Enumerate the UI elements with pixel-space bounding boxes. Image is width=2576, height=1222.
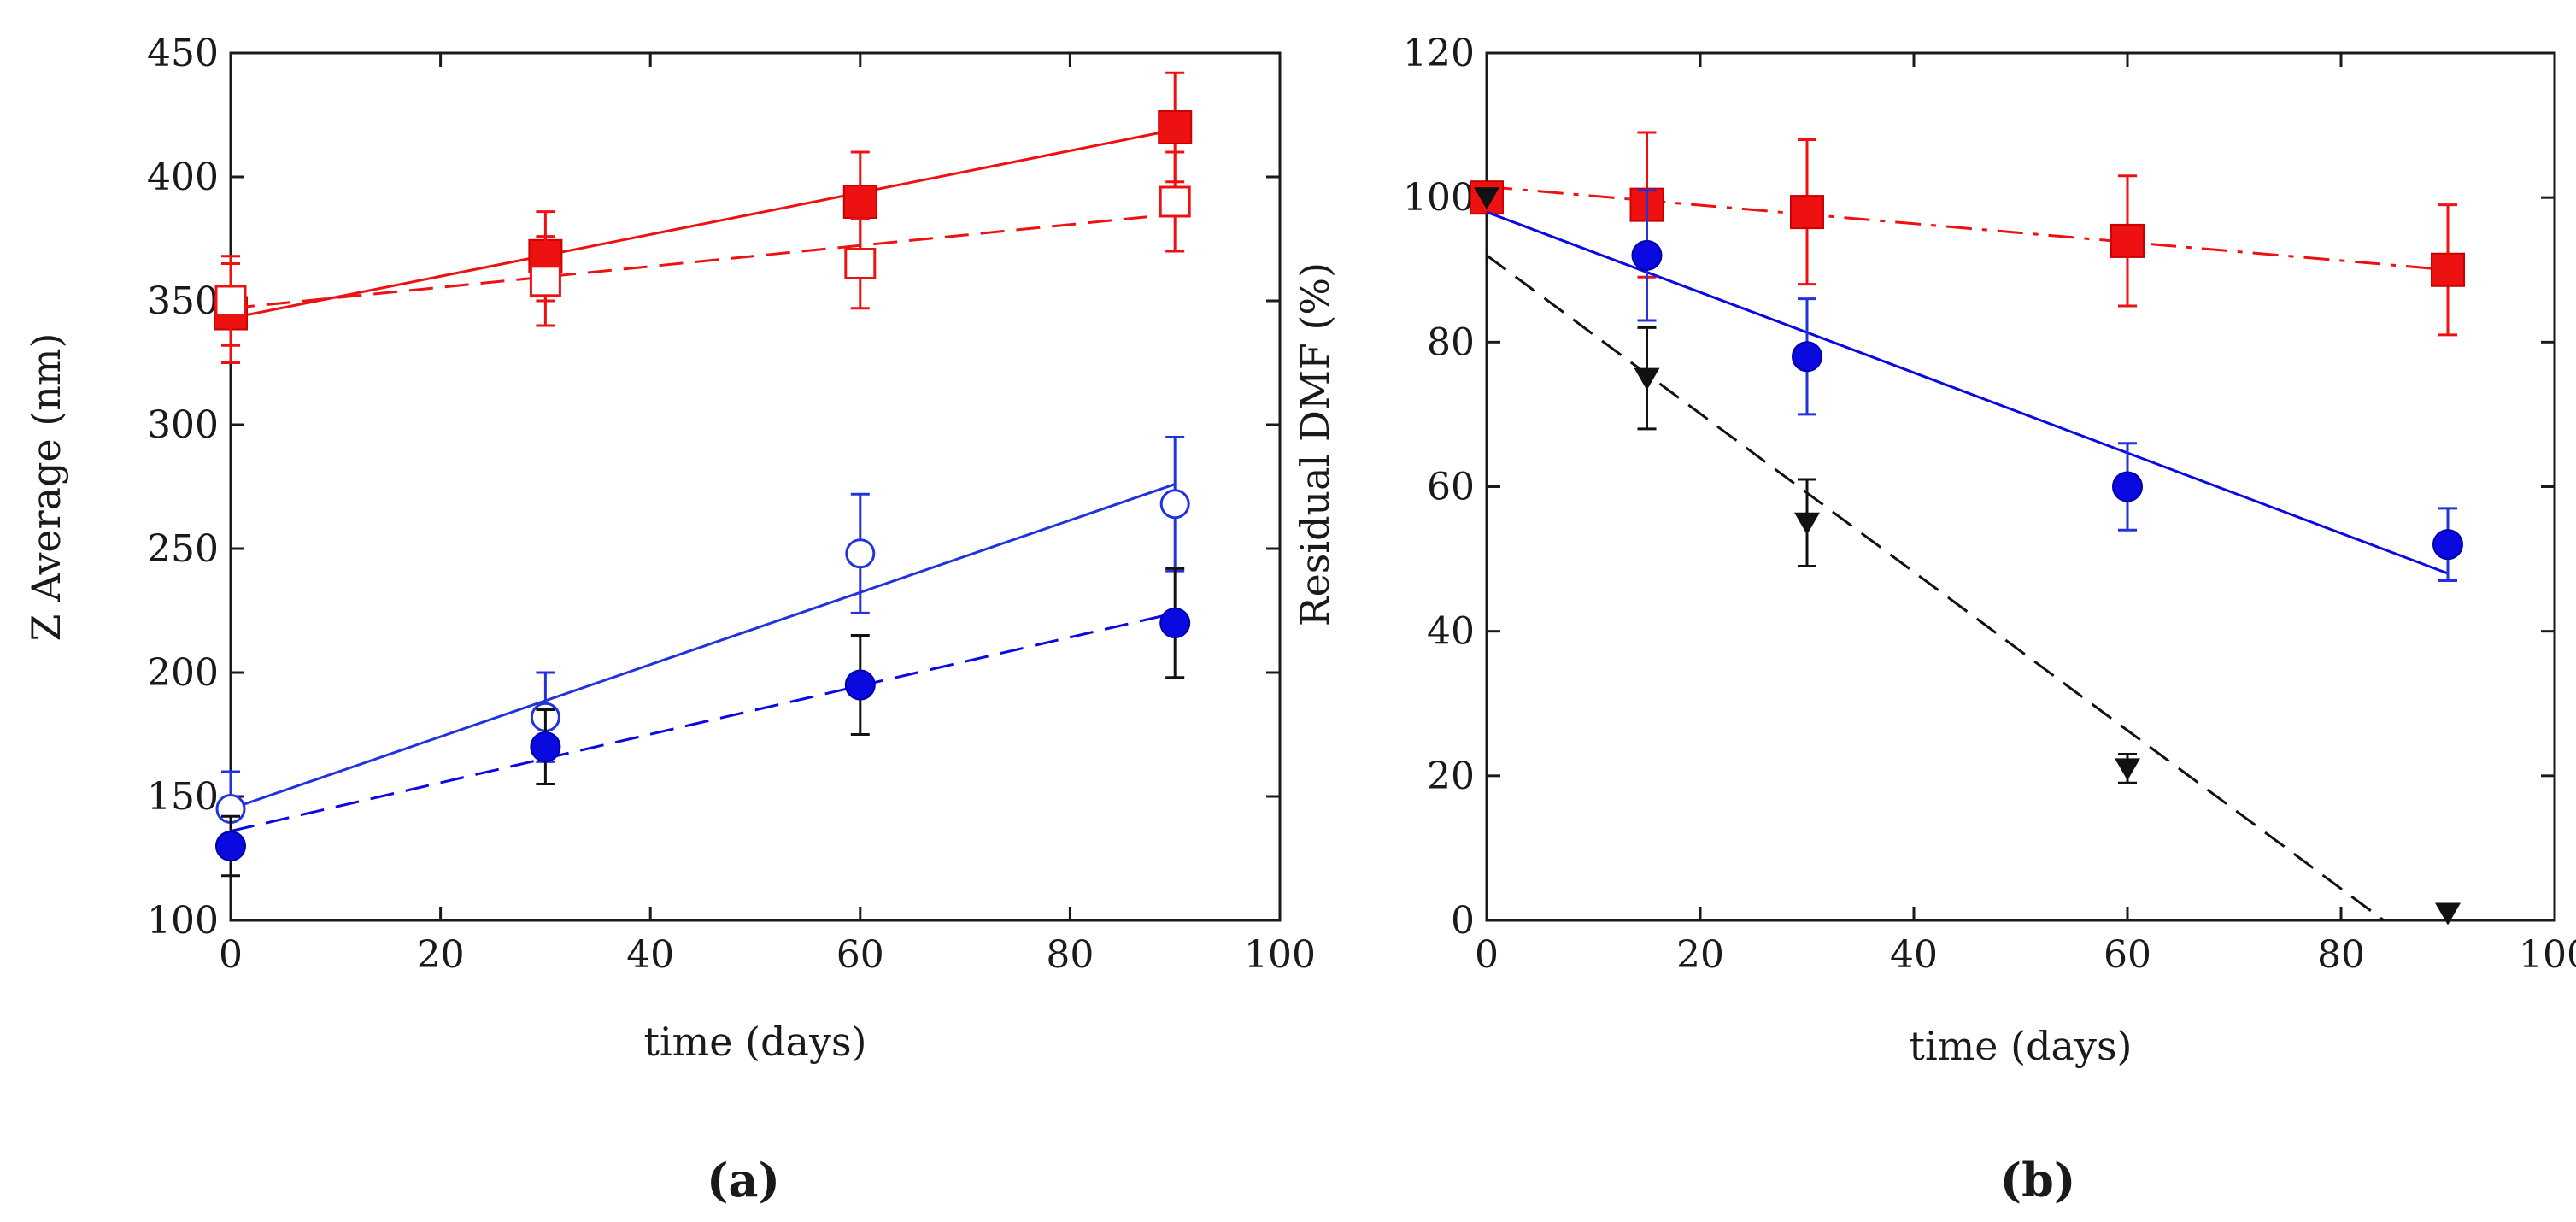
y-axis-label-a: Z Average (nm): [23, 333, 69, 642]
panel-label-b: (b): [2000, 1153, 2076, 1207]
data-point-b-2: [2115, 758, 2140, 781]
ticks-b: 0 20 40 60 80 100 0 20 40 60 80 100 120: [1403, 32, 2576, 977]
fit-line-b-1: [1486, 210, 2449, 575]
x-tick-label-b: 60: [2104, 933, 2151, 977]
y-tick-label-b: 100: [1403, 176, 1475, 220]
x-axis-label-b: time (days): [1909, 1023, 2132, 1069]
y-tick-label-b: 20: [1427, 755, 1475, 798]
y-tick-label-b: 80: [1427, 320, 1475, 364]
data-point-b-2: [1634, 367, 1660, 391]
data-point-a-0: [842, 185, 877, 219]
x-tick-label-b: 0: [1475, 933, 1499, 977]
chart-a: 0 20 40 60 80 100 100 150 200 250 300 350 400 450 tim…: [23, 32, 1316, 1207]
x-tick-label-b: 20: [1676, 933, 1724, 977]
y-tick-label-a: 350: [147, 279, 219, 323]
data-point-a-3: [844, 669, 876, 701]
x-tick-label-a: 0: [219, 933, 243, 977]
data-point-b-0: [2431, 252, 2465, 287]
data-point-b-2: [1794, 512, 1820, 535]
data-point-a-3: [530, 731, 561, 762]
y-tick-label-a: 100: [147, 899, 219, 943]
data-point-a-2: [1159, 489, 1190, 520]
x-tick-label-a: 80: [1046, 933, 1094, 977]
y-tick-label-a: 150: [147, 775, 219, 819]
data-point-b-2: [2435, 902, 2461, 925]
plot-frame-a: [229, 51, 1282, 922]
y-axis-label-b: Residual DMF (%): [1292, 262, 1338, 626]
y-tick-label-a: 450: [147, 32, 219, 75]
series-b: [1470, 131, 2465, 925]
y-tick-label-b: 60: [1427, 466, 1475, 509]
panel-label-a: (a): [707, 1153, 780, 1207]
y-tick-label-b: 120: [1403, 32, 1475, 75]
data-point-a-0: [1158, 110, 1193, 144]
y-tick-label-b: 40: [1427, 610, 1475, 654]
data-point-b-2: [1474, 187, 1499, 210]
data-point-a-1: [214, 285, 247, 317]
y-tick-label-b: 0: [1451, 899, 1475, 943]
x-tick-label-a: 60: [836, 933, 884, 977]
data-point-b-1: [1631, 239, 1663, 271]
y-tick-label-a: 200: [147, 651, 219, 695]
fit-line-a-0: [230, 128, 1176, 320]
ticks-a: 0 20 40 60 80 100 100 150 200 250 300 350 400 450: [147, 32, 1316, 977]
series-a: [214, 71, 1193, 878]
x-tick-label-a: 20: [417, 933, 465, 977]
x-tick-label-b: 100: [2519, 933, 2576, 977]
data-point-b-1: [1792, 341, 1822, 373]
y-tick-label-a: 400: [147, 156, 219, 199]
data-point-b-0: [2110, 223, 2145, 258]
chart-b: 020406080100020406080100120 time (days) …: [1292, 32, 2576, 1207]
fit-line-b-2: [1486, 254, 2385, 922]
data-point-a-3: [215, 831, 246, 861]
fit-line-a-2: [230, 483, 1176, 810]
x-tick-label-a: 100: [1244, 933, 1316, 977]
data-point-a-1: [844, 248, 877, 279]
x-tick-label-a: 40: [626, 933, 674, 977]
data-point-b-1: [2432, 529, 2463, 561]
data-point-a-1: [1159, 185, 1191, 218]
x-axis-label-a: time (days): [643, 1019, 866, 1065]
fit-line-a-3: [230, 611, 1176, 833]
x-tick-label-b: 40: [1890, 933, 1938, 977]
y-tick-label-a: 300: [147, 403, 219, 447]
y-tick-label-a: 250: [147, 527, 219, 571]
data-point-b-1: [2112, 471, 2143, 502]
data-point-a-2: [845, 538, 876, 569]
x-tick-label-b: 80: [2317, 933, 2365, 977]
data-point-a-3: [1159, 608, 1191, 638]
fit-line-a-1: [230, 213, 1176, 310]
data-point-b-0: [1790, 195, 1824, 230]
data-point-a-1: [529, 265, 561, 297]
